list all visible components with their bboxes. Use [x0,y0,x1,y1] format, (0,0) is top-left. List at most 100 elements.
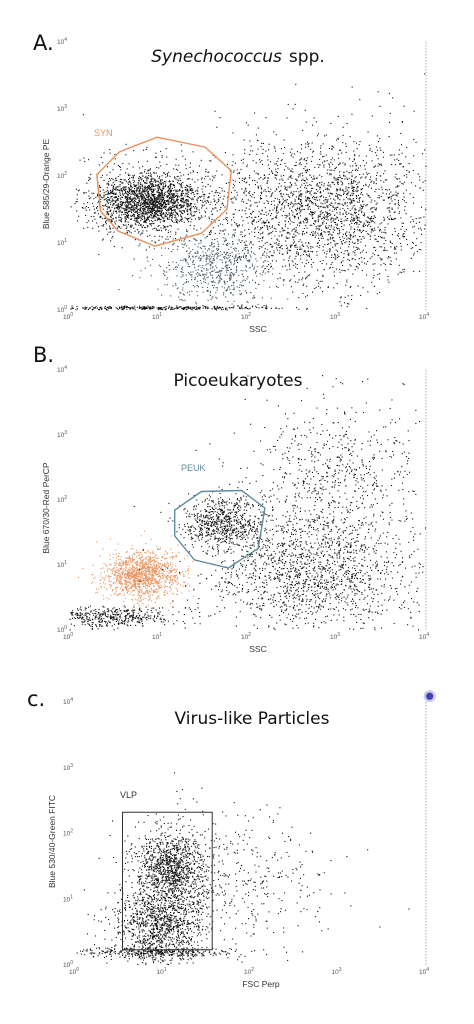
data-point [175,217,177,219]
data-point [246,255,248,257]
data-point [330,161,332,163]
data-point [296,179,298,181]
data-point [111,192,113,194]
data-point [256,205,258,207]
data-point [248,177,250,179]
data-point [412,170,414,172]
data-point [87,202,89,204]
data-point [327,213,329,215]
data-point [196,210,198,212]
data-point [193,225,195,227]
data-point [325,226,327,228]
data-point [346,189,348,191]
data-point [245,255,247,257]
data-point [160,183,162,185]
data-point [292,193,294,195]
data-point [404,206,406,208]
data-point [181,299,183,301]
data-point [181,198,183,200]
data-point [147,193,149,195]
data-point [389,215,391,217]
data-point [217,255,219,257]
data-point [199,195,201,197]
data-point [346,170,348,172]
data-point [143,216,145,218]
data-point [146,203,148,205]
data-point [196,193,198,195]
data-point [380,164,382,166]
data-point [255,271,257,273]
data-point [310,245,312,247]
data-point [300,144,302,146]
data-point [327,214,329,216]
data-point [119,201,121,203]
data-point [346,281,348,283]
data-point [374,200,376,202]
data-point [210,265,212,267]
data-point [248,192,250,194]
data-point [103,179,105,181]
data-point [187,192,189,194]
data-point [319,186,321,188]
data-point [192,170,194,172]
data-point [165,196,167,198]
data-point [357,239,359,241]
data-point [294,245,296,247]
data-point [163,213,165,215]
data-point [295,190,297,192]
data-point [202,202,204,204]
data-point [307,203,309,205]
data-point [305,205,307,207]
data-point [181,220,183,222]
data-point [358,258,360,260]
data-point [354,211,356,213]
data-point [301,172,303,174]
data-point [142,189,144,191]
data-point [236,270,238,272]
data-point [139,167,141,169]
data-point [157,184,159,186]
data-point [259,233,261,235]
data-point [113,186,115,188]
data-point [173,196,175,198]
data-point [261,237,263,239]
data-point [201,204,203,206]
data-point [257,127,259,129]
data-point [330,218,332,220]
data-point [188,200,190,202]
data-point [318,282,320,284]
data-point [280,160,282,162]
data-point [112,235,114,237]
data-point [179,188,181,190]
data-point [118,207,120,209]
data-point [198,257,200,259]
data-point [169,198,171,200]
data-point [277,198,279,200]
data-point [205,252,207,254]
data-point [348,246,350,248]
data-point [305,217,307,219]
data-point [365,245,367,247]
data-point [261,142,263,144]
data-point [296,224,298,226]
data-point [341,242,343,244]
data-point [239,181,241,183]
data-point [346,238,348,240]
data-point [306,191,308,193]
data-point [206,256,208,258]
data-point [266,265,268,267]
data-point [150,207,152,209]
data-point [380,236,382,238]
data-point [300,199,302,201]
data-point [211,274,213,276]
data-point [155,210,157,212]
data-point [234,162,236,164]
data-point [385,188,387,190]
data-point [188,178,190,180]
data-point [133,190,135,192]
data-point [234,190,236,192]
data-point [369,222,371,224]
data-point [165,184,167,186]
data-point [160,205,162,207]
data-point [154,201,156,203]
